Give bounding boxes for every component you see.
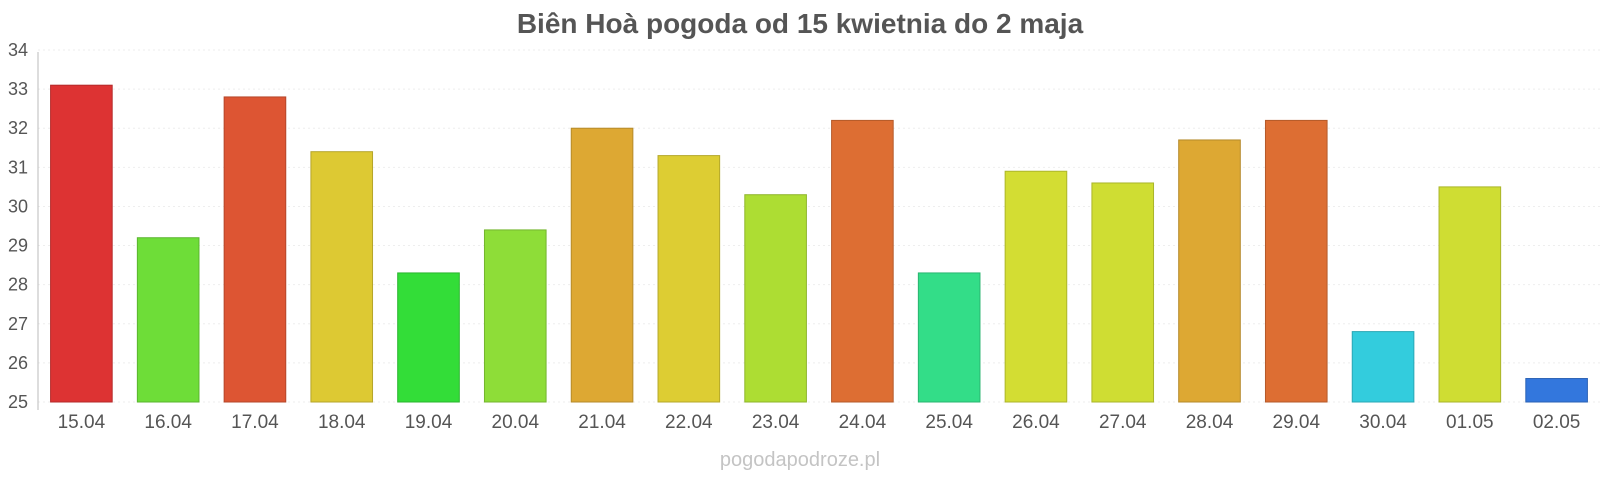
chart-title: Biên Hoà pogoda od 15 kwietnia do 2 maja: [517, 8, 1084, 39]
y-tick-label: 32: [8, 118, 28, 138]
x-tick-label: 18.04: [318, 412, 366, 433]
bar-28.04: [1178, 139, 1241, 403]
bar-01.05: [1438, 186, 1502, 403]
y-axis-ticks: 25 26 27 28 29 30 31 32 33 34: [8, 40, 28, 412]
bar-26.04: [1004, 170, 1068, 403]
grid-lines: [38, 49, 1600, 403]
x-tick-label: 19.04: [405, 412, 453, 433]
y-tick-label: 25: [8, 392, 28, 412]
x-tick-label: 26.04: [1012, 412, 1060, 433]
y-tick-label: 29: [8, 236, 28, 256]
bar-19.04: [397, 272, 460, 403]
bar-17.04: [223, 96, 287, 403]
x-tick-label: 25.04: [925, 412, 973, 433]
y-tick-label: 33: [8, 79, 28, 99]
x-tick-label: 24.04: [839, 412, 887, 433]
bar-21.04: [570, 127, 634, 403]
x-axis-ticks: 15.04 16.04 17.04 18.04 19.04 20.04 21.04 22.04…: [58, 412, 1581, 433]
bar-02.05: [1525, 378, 1588, 403]
y-tick-label: 28: [8, 275, 28, 295]
x-tick-label: 21.04: [578, 412, 626, 433]
y-tick-label: 34: [8, 40, 28, 60]
bar-18.04: [310, 151, 374, 403]
x-tick-label: 28.04: [1186, 412, 1234, 433]
x-tick-label: 15.04: [58, 412, 106, 433]
x-tick-label: 20.04: [492, 412, 540, 433]
watermark: pogodapodroze.pl: [720, 449, 880, 471]
x-tick-label: 29.04: [1273, 412, 1321, 433]
bar-24.04: [831, 119, 894, 403]
bar-22.04: [657, 155, 721, 403]
bar-25.04: [917, 272, 981, 403]
bar-23.04: [744, 194, 807, 403]
bars: [50, 84, 1588, 403]
bar-20.04: [483, 229, 547, 403]
bar-16.04: [136, 237, 200, 403]
x-tick-label: 27.04: [1099, 412, 1147, 433]
y-tick-label: 30: [8, 196, 28, 216]
x-tick-label: 23.04: [752, 412, 800, 433]
bar-27.04: [1091, 182, 1155, 403]
bar-29.04: [1264, 119, 1328, 403]
x-tick-label: 02.05: [1533, 412, 1581, 433]
bar-30.04: [1351, 331, 1415, 403]
x-tick-label: 16.04: [144, 412, 192, 433]
x-tick-label: 22.04: [665, 412, 713, 433]
x-tick-label: 17.04: [231, 412, 279, 433]
y-tick-label: 27: [8, 314, 28, 334]
x-tick-label: 01.05: [1446, 412, 1494, 433]
y-tick-label: 26: [8, 353, 28, 373]
bar-15.04: [50, 84, 113, 403]
x-tick-label: 30.04: [1359, 412, 1407, 433]
y-tick-label: 31: [8, 157, 28, 177]
